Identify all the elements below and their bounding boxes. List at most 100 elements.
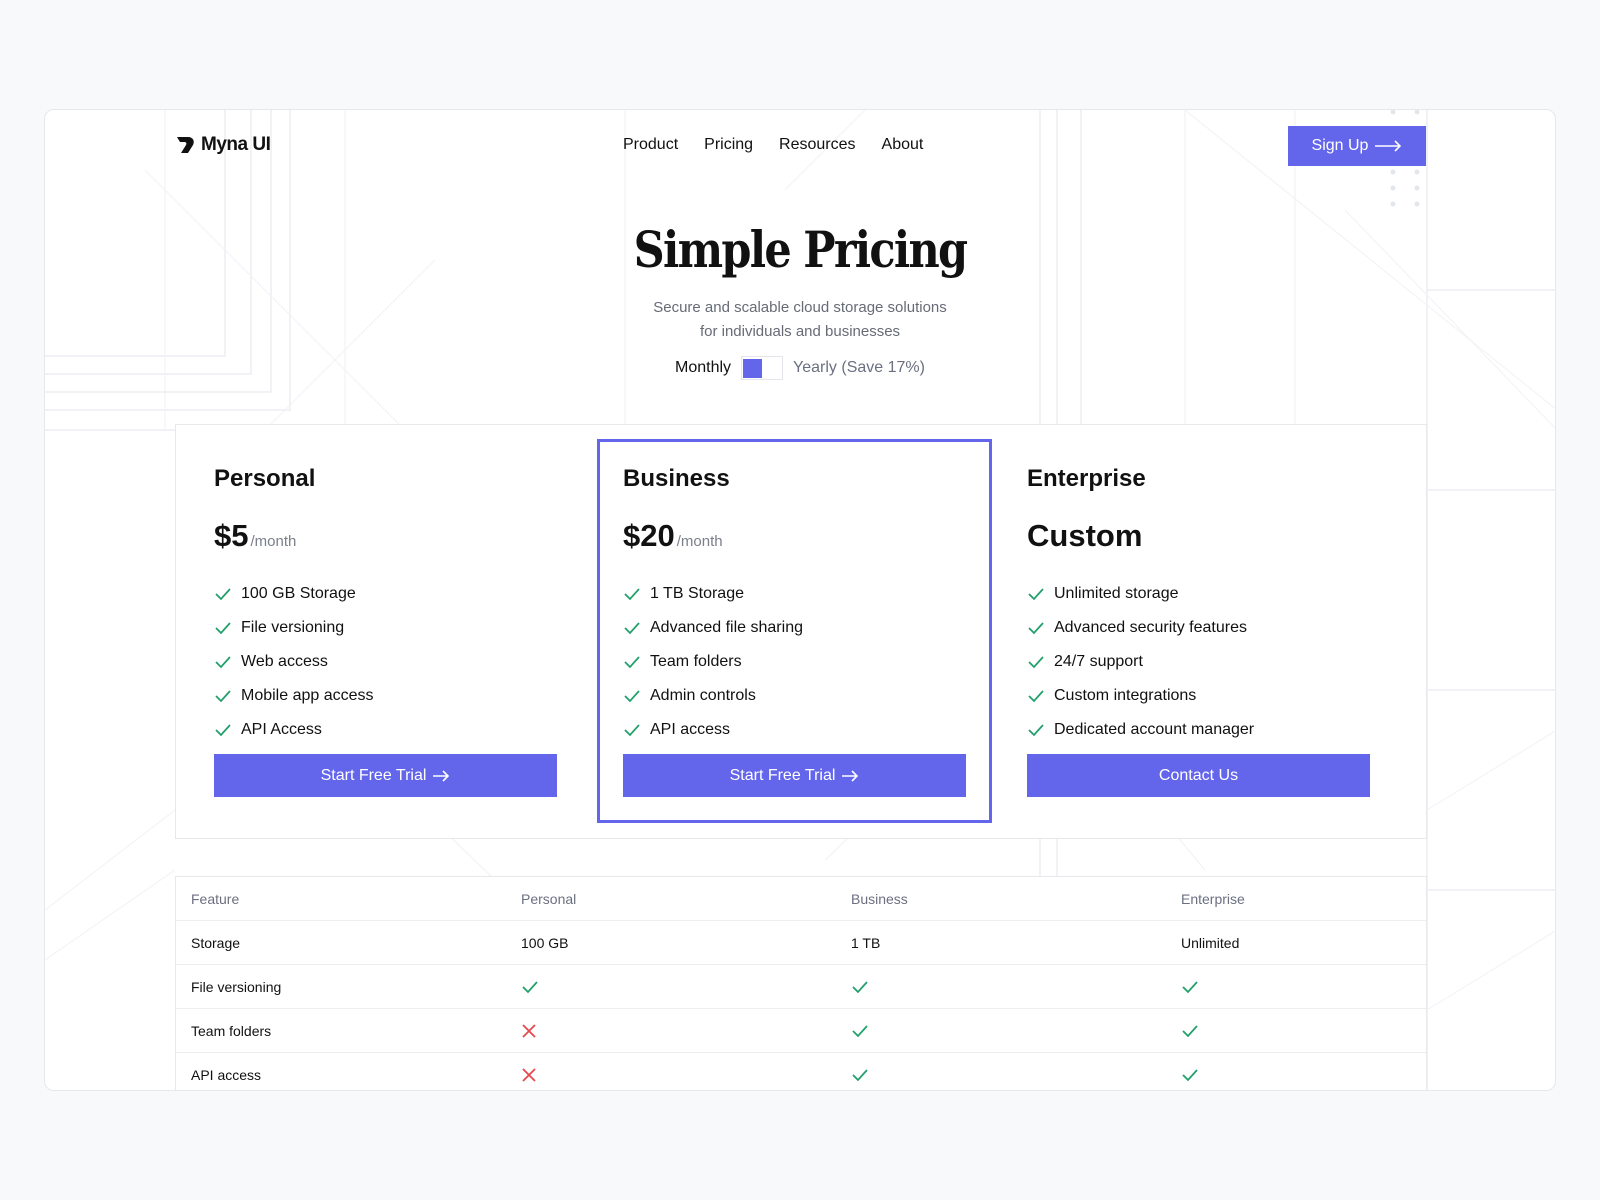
plan-name: Business — [623, 465, 730, 492]
feature-item: 24/7 support — [1027, 645, 1254, 679]
feature-item: File versioning — [214, 611, 374, 645]
check-icon — [1028, 724, 1044, 737]
page-title: Simple Pricing — [633, 220, 968, 279]
feature-cell: API access — [191, 1067, 262, 1083]
value-cell — [1166, 980, 1426, 994]
check-icon — [1028, 622, 1044, 635]
feature-list: 100 GB Storage File versioning Web acces… — [214, 577, 374, 747]
check-icon — [1182, 1069, 1198, 1082]
check-icon — [624, 690, 640, 703]
check-icon — [1182, 980, 1198, 993]
check-icon — [1028, 690, 1044, 703]
nav-pricing[interactable]: Pricing — [704, 136, 754, 153]
button-label: Start Free Trial — [729, 766, 836, 784]
feature-text: 24/7 support — [1054, 653, 1143, 670]
check-icon — [1028, 588, 1044, 601]
check-icon — [1028, 656, 1044, 669]
feature-text: Web access — [241, 653, 328, 670]
table-header-row: Feature Personal Business Enterprise — [176, 877, 1426, 921]
check-icon — [624, 724, 640, 737]
feature-text: Dedicated account manager — [1054, 721, 1255, 738]
plan-card-business: Business $20 /month 1 TB Storage Advance… — [597, 439, 992, 823]
feature-cell: File versioning — [191, 978, 282, 995]
check-icon — [215, 724, 231, 737]
value-cell — [506, 980, 836, 994]
price-amount: $5 — [214, 518, 249, 553]
value-cell — [1166, 1068, 1426, 1082]
feature-item: Mobile app access — [214, 679, 374, 713]
feature-text: Team folders — [650, 653, 742, 670]
feature-text: File versioning — [241, 619, 345, 636]
feature-text: 100 GB Storage — [241, 585, 356, 602]
feature-item: Advanced file sharing — [623, 611, 803, 645]
value-cell — [506, 1023, 836, 1039]
plan-price: $5 /month — [214, 518, 296, 554]
brand-logo[interactable]: Myna UI — [175, 134, 271, 156]
feature-text: Admin controls — [650, 687, 756, 704]
x-icon — [522, 1023, 536, 1038]
price-unit: /month — [250, 533, 297, 550]
feature-item: Advanced security features — [1027, 611, 1254, 645]
page-frame: Myna UI Product Pricing Resources About … — [44, 109, 1556, 1091]
feature-list: Unlimited storage Advanced security feat… — [1027, 577, 1254, 747]
start-free-trial-button[interactable]: Start Free Trial — [623, 754, 966, 797]
table-row: File versioning — [176, 965, 1426, 1009]
nav-about[interactable]: About — [881, 136, 924, 153]
table-row: API access — [176, 1053, 1426, 1090]
feature-cell: Storage — [191, 934, 241, 951]
feature-text: Advanced file sharing — [650, 619, 803, 636]
plan-name: Personal — [214, 465, 316, 492]
plan-price: $20 /month — [623, 518, 723, 554]
value-cell — [836, 1024, 1166, 1038]
column-header: Feature — [191, 890, 240, 907]
feature-item: Admin controls — [623, 679, 803, 713]
pricing-plans: Personal $5 /month 100 GB Storage File v… — [175, 424, 1427, 839]
nav-resources[interactable]: Resources — [779, 136, 856, 153]
feature-item: 100 GB Storage — [214, 577, 374, 611]
arrow-right-icon — [433, 769, 450, 782]
price-amount: Custom — [1027, 518, 1143, 553]
feature-item: Custom integrations — [1027, 679, 1254, 713]
feature-item: API Access — [214, 713, 374, 747]
check-icon — [522, 980, 538, 993]
monthly-label[interactable]: Monthly — [675, 359, 732, 376]
subtitle-line-1: Secure and scalable cloud storage soluti… — [653, 299, 947, 316]
column-header: Business — [851, 890, 908, 907]
billing-toggle[interactable] — [741, 356, 784, 380]
feature-text: API Access — [241, 721, 322, 738]
feature-item: API access — [623, 713, 803, 747]
feature-text: 1 TB Storage — [650, 585, 744, 602]
page-subtitle: Secure and scalable cloud storage soluti… — [45, 296, 1555, 344]
feature-text: Mobile app access — [241, 687, 374, 704]
nav-product[interactable]: Product — [623, 136, 679, 153]
start-free-trial-button[interactable]: Start Free Trial — [214, 754, 557, 797]
column-header: Enterprise — [1181, 890, 1245, 907]
table-row: Storage 100 GB 1 TB Unlimited — [176, 921, 1426, 965]
toggle-knob — [743, 359, 763, 378]
plan-name: Enterprise — [1027, 465, 1146, 492]
sign-up-label: Sign Up — [1311, 137, 1369, 154]
price-amount: $20 — [623, 518, 675, 553]
feature-text: Custom integrations — [1054, 687, 1197, 704]
check-icon — [852, 1069, 868, 1082]
feature-item: Unlimited storage — [1027, 577, 1254, 611]
plan-card-personal: Personal $5 /month 100 GB Storage File v… — [176, 425, 568, 838]
value-cell: 100 GB — [521, 934, 569, 951]
check-icon — [215, 656, 231, 669]
plan-price: Custom — [1027, 518, 1144, 554]
check-icon — [624, 588, 640, 601]
feature-list: 1 TB Storage Advanced file sharing Team … — [623, 577, 803, 747]
value-cell: Unlimited — [1181, 934, 1240, 951]
sign-up-button[interactable]: Sign Up — [1288, 126, 1426, 166]
column-header: Personal — [521, 890, 577, 907]
contact-us-button[interactable]: Contact Us — [1027, 754, 1370, 797]
value-cell — [836, 980, 1166, 994]
value-cell — [506, 1067, 836, 1083]
main-nav: Product Pricing Resources About — [623, 136, 923, 154]
table-row: Team folders — [176, 1009, 1426, 1053]
feature-item: 1 TB Storage — [623, 577, 803, 611]
button-label: Contact Us — [1158, 766, 1239, 784]
feature-cell: Team folders — [191, 1022, 272, 1039]
yearly-label[interactable]: Yearly (Save 17%) — [793, 359, 925, 376]
subtitle-line-2: for individuals and businesses — [699, 323, 901, 340]
